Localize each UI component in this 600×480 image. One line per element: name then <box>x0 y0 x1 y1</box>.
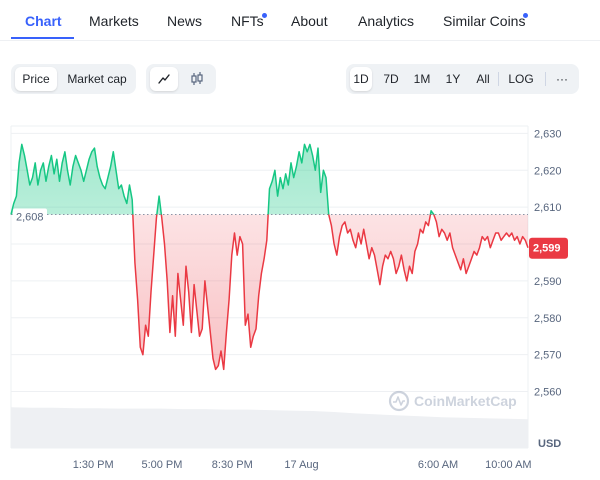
price-line-down <box>11 214 529 371</box>
y-tick-label: 2,610 <box>534 202 562 214</box>
nfts-new-dot <box>262 13 267 18</box>
baseline-label: 2,608 <box>13 208 47 224</box>
x-tick-label: 17 Aug <box>284 459 318 471</box>
y-tick-label: 2,630 <box>534 128 562 140</box>
x-tick-label: 6:00 AM <box>418 459 458 471</box>
metric-toggle: Price Market cap <box>11 64 136 94</box>
range-selector: 1D 7D 1M 1Y All LOG ··· <box>346 64 579 94</box>
currency-unit: USD <box>538 438 561 450</box>
toolbar-divider <box>498 72 499 86</box>
y-tick-label: 2,620 <box>534 165 562 177</box>
tab-bar: Chart Markets News NFTs About Analytics … <box>0 0 600 41</box>
tab-similar-coins[interactable]: Similar Coins <box>443 13 526 29</box>
volume-area <box>11 407 528 448</box>
tab-chart[interactable]: Chart <box>25 13 62 29</box>
tab-news[interactable]: News <box>167 13 203 29</box>
price-button[interactable]: Price <box>15 67 57 91</box>
candlestick-icon <box>191 72 203 85</box>
range-1y-button[interactable]: 1Y <box>445 72 461 86</box>
x-tick-label: 5:00 PM <box>141 459 182 471</box>
area-above-baseline <box>11 144 528 215</box>
line-chart-button[interactable] <box>150 67 178 91</box>
range-all-button[interactable]: All <box>476 72 490 86</box>
watermark-text: CoinMarketCap <box>414 393 517 409</box>
tab-nfts[interactable]: NFTs <box>231 13 264 29</box>
toolbar-divider <box>545 72 546 86</box>
tab-analytics[interactable]: Analytics <box>358 13 415 29</box>
x-tick-label: 10:00 AM <box>485 459 531 471</box>
candlestick-button[interactable] <box>183 67 211 91</box>
tab-markets[interactable]: Markets <box>89 13 139 29</box>
market-cap-button[interactable]: Market cap <box>67 72 127 86</box>
current-price-tag: 2,599 <box>529 237 568 259</box>
range-1m-button[interactable]: 1M <box>413 72 431 86</box>
log-scale-button[interactable]: LOG <box>508 72 534 86</box>
x-tick-label: 1:30 PM <box>73 459 114 471</box>
tab-about[interactable]: About <box>291 13 328 29</box>
y-tick-label: 2,590 <box>534 276 562 288</box>
y-tick-label: 2,570 <box>534 350 562 362</box>
y-tick-label: 2,580 <box>534 313 562 325</box>
more-options-button[interactable]: ··· <box>556 72 568 86</box>
current-price-value: 2,599 <box>533 243 561 255</box>
range-7d-button[interactable]: 7D <box>383 72 399 86</box>
watermark: CoinMarketCap <box>388 390 517 412</box>
similar-coins-new-dot <box>523 13 528 18</box>
y-tick-label: 2,560 <box>534 387 562 399</box>
range-1d-button[interactable]: 1D <box>350 67 372 91</box>
baseline-value: 2,608 <box>16 212 44 224</box>
price-line-up <box>10 143 435 215</box>
x-tick-label: 8:30 PM <box>212 459 253 471</box>
active-tab-indicator <box>11 37 74 39</box>
x-axis: 1:30 PM 5:00 PM 8:30 PM 17 Aug 6:00 AM 10:00 … <box>73 459 532 471</box>
chart-type-toggle <box>146 64 216 94</box>
line-chart-icon <box>158 74 170 84</box>
